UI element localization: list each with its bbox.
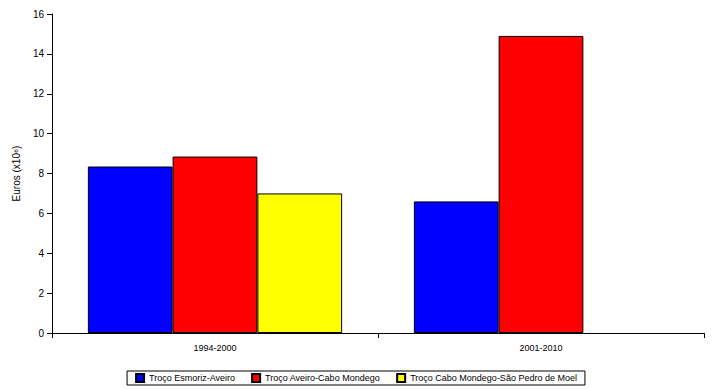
svg-text:Troço Aveiro-Cabo Mondego: Troço Aveiro-Cabo Mondego	[265, 373, 380, 383]
svg-text:14: 14	[33, 48, 45, 59]
svg-text:Euros (x10⁶): Euros (x10⁶)	[11, 146, 22, 202]
svg-text:16: 16	[33, 9, 45, 20]
svg-text:10: 10	[33, 128, 45, 139]
svg-text:1994-2000: 1994-2000	[193, 343, 236, 353]
svg-text:Troço Esmoriz-Aveiro: Troço Esmoriz-Aveiro	[149, 373, 235, 383]
svg-text:8: 8	[38, 168, 44, 179]
svg-text:0: 0	[38, 328, 44, 339]
svg-text:12: 12	[33, 88, 45, 99]
svg-text:4: 4	[38, 248, 44, 259]
svg-text:2001-2010: 2001-2010	[519, 343, 562, 353]
svg-text:2: 2	[38, 288, 44, 299]
svg-text:6: 6	[38, 208, 44, 219]
svg-text:Troço Cabo Mondego-São Pedro d: Troço Cabo Mondego-São Pedro de Moel	[410, 373, 577, 383]
